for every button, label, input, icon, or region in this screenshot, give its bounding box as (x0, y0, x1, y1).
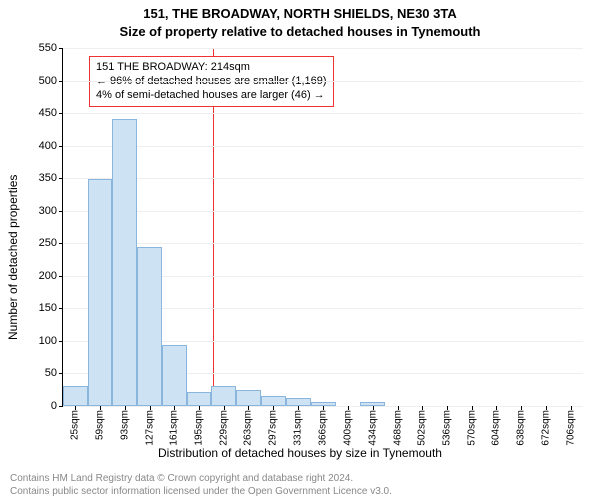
x-tick-label: 468sqm (392, 410, 403, 446)
x-tick-label: 434sqm (367, 410, 378, 446)
y-tick-label: 200 (13, 270, 57, 282)
y-tick-mark (59, 243, 63, 244)
y-tick-mark (59, 146, 63, 147)
histogram-bar (63, 386, 88, 406)
x-tick-label: 672sqm (540, 410, 551, 446)
y-tick-label: 300 (13, 205, 57, 217)
y-tick-mark (59, 113, 63, 114)
annotation-line1: 151 THE BROADWAY: 214sqm (96, 61, 327, 75)
x-tick-label: 195sqm (194, 410, 205, 446)
y-tick-mark (59, 373, 63, 374)
y-tick-label: 550 (13, 42, 57, 54)
x-tick-label: 59sqm (95, 410, 106, 440)
y-tick-label: 100 (13, 335, 57, 347)
y-tick-label: 150 (13, 302, 57, 314)
y-tick-label: 350 (13, 172, 57, 184)
histogram-bar (261, 396, 286, 406)
x-axis-label: Distribution of detached houses by size … (0, 446, 600, 460)
x-tick-label: 604sqm (491, 410, 502, 446)
histogram-bar (112, 119, 137, 406)
x-tick-label: 706sqm (565, 410, 576, 446)
chart-title-line1: 151, THE BROADWAY, NORTH SHIELDS, NE30 3… (0, 6, 600, 21)
y-tick-mark (59, 211, 63, 212)
gridline (63, 48, 583, 49)
histogram-bar (88, 179, 113, 406)
y-tick-mark (59, 48, 63, 49)
x-tick-label: 297sqm (268, 410, 279, 446)
y-tick-mark (59, 308, 63, 309)
footer-attribution: Contains HM Land Registry data © Crown c… (10, 473, 392, 498)
y-tick-mark (59, 341, 63, 342)
x-tick-label: 502sqm (417, 410, 428, 446)
histogram-bar (236, 390, 261, 406)
x-tick-label: 229sqm (218, 410, 229, 446)
gridline (63, 146, 583, 147)
gridline (63, 243, 583, 244)
y-tick-mark (59, 81, 63, 82)
annotation-line2: ← 96% of detached houses are smaller (1,… (96, 75, 327, 89)
chart-title-line2: Size of property relative to detached ho… (0, 24, 600, 39)
footer-line1: Contains HM Land Registry data © Crown c… (10, 473, 392, 486)
x-tick-label: 638sqm (516, 410, 527, 446)
x-tick-label: 263sqm (243, 410, 254, 446)
x-tick-label: 25sqm (70, 410, 81, 440)
y-tick-label: 250 (13, 237, 57, 249)
x-tick-label: 127sqm (144, 410, 155, 446)
footer-line2: Contains public sector information licen… (10, 486, 392, 499)
histogram-bar (286, 398, 311, 406)
x-tick-label: 93sqm (119, 410, 130, 440)
y-tick-label: 0 (13, 400, 57, 412)
histogram-bar (137, 247, 162, 406)
x-tick-label: 366sqm (318, 410, 329, 446)
histogram-plot-area: 151 THE BROADWAY: 214sqm ← 96% of detach… (62, 48, 583, 407)
gridline (63, 81, 583, 82)
annotation-box: 151 THE BROADWAY: 214sqm ← 96% of detach… (89, 56, 334, 107)
annotation-line3: 4% of semi-detached houses are larger (4… (96, 89, 327, 103)
x-tick-label: 161sqm (169, 410, 180, 446)
y-tick-label: 450 (13, 107, 57, 119)
y-tick-mark (59, 276, 63, 277)
y-tick-mark (59, 178, 63, 179)
x-tick-label: 536sqm (442, 410, 453, 446)
y-tick-mark (59, 406, 63, 407)
histogram-bar (187, 392, 212, 406)
gridline (63, 178, 583, 179)
gridline (63, 113, 583, 114)
x-tick-label: 331sqm (292, 410, 303, 446)
y-tick-label: 500 (13, 75, 57, 87)
gridline (63, 211, 583, 212)
y-tick-label: 400 (13, 140, 57, 152)
y-tick-label: 50 (13, 367, 57, 379)
y-axis-label: Number of detached properties (6, 175, 20, 340)
histogram-bar (162, 345, 187, 406)
x-tick-label: 570sqm (466, 410, 477, 446)
x-tick-label: 400sqm (343, 410, 354, 446)
histogram-bar (211, 386, 236, 406)
